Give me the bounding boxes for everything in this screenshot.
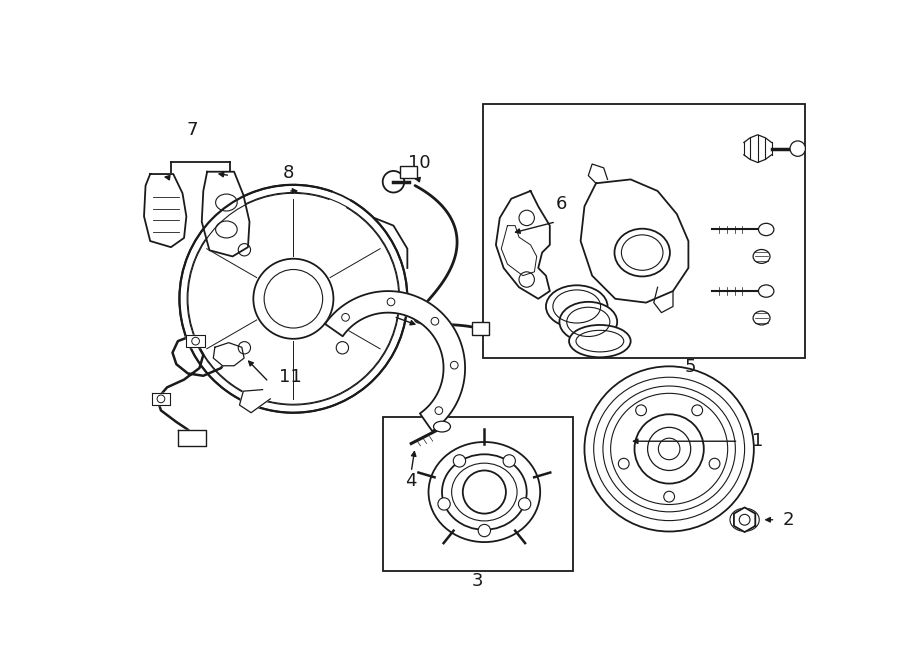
Ellipse shape [442,454,526,529]
Text: 6: 6 [555,195,567,213]
Ellipse shape [615,229,670,276]
Text: 11: 11 [279,368,302,386]
Text: 10: 10 [408,154,430,172]
Circle shape [438,498,450,510]
Circle shape [463,471,506,514]
Polygon shape [202,172,249,256]
Text: 1: 1 [752,432,763,450]
Ellipse shape [753,249,770,263]
Polygon shape [496,191,550,299]
Polygon shape [325,291,465,431]
Bar [482,104,805,358]
Circle shape [518,498,531,510]
Ellipse shape [434,421,451,432]
Circle shape [382,171,404,192]
Polygon shape [152,393,170,405]
Text: 3: 3 [472,572,483,590]
Ellipse shape [759,285,774,297]
Ellipse shape [428,442,540,542]
Polygon shape [178,430,205,446]
Polygon shape [239,389,270,412]
Text: 2: 2 [783,511,794,529]
Ellipse shape [730,508,760,531]
Polygon shape [734,508,755,532]
Ellipse shape [569,325,631,358]
Circle shape [454,455,465,467]
Ellipse shape [759,223,774,235]
Circle shape [503,455,516,467]
Polygon shape [144,174,186,247]
Text: 8: 8 [283,164,293,182]
Text: 9: 9 [388,290,400,308]
Ellipse shape [753,311,770,325]
Polygon shape [580,179,688,303]
Bar [382,416,573,570]
Bar [400,167,417,178]
Text: 5: 5 [684,358,696,376]
Polygon shape [213,342,244,366]
Ellipse shape [546,286,608,328]
Circle shape [478,524,491,537]
Polygon shape [186,335,205,347]
Ellipse shape [560,302,617,342]
Circle shape [790,141,806,156]
Bar [472,323,489,334]
Circle shape [179,185,408,412]
Text: 4: 4 [405,472,417,490]
Text: 7: 7 [187,121,198,139]
